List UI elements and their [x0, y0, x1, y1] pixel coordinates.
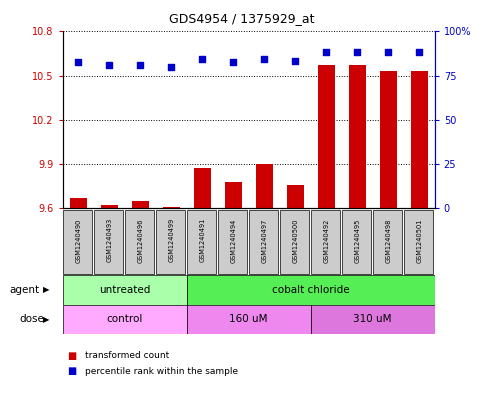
- Bar: [187, 209, 216, 274]
- Point: [74, 59, 82, 66]
- Text: control: control: [107, 314, 143, 324]
- Bar: [411, 71, 428, 208]
- Text: GSM1240499: GSM1240499: [168, 218, 174, 263]
- Text: GSM1240497: GSM1240497: [261, 218, 267, 263]
- Point: [105, 62, 113, 68]
- Text: GSM1240500: GSM1240500: [292, 218, 298, 263]
- Text: GSM1240495: GSM1240495: [354, 218, 360, 263]
- Bar: [312, 209, 340, 274]
- Bar: [63, 305, 187, 334]
- Text: GSM1240496: GSM1240496: [137, 218, 143, 263]
- Text: GSM1240491: GSM1240491: [199, 218, 205, 263]
- Bar: [349, 65, 366, 208]
- Text: percentile rank within the sample: percentile rank within the sample: [85, 367, 238, 376]
- Text: GSM1240493: GSM1240493: [106, 218, 112, 263]
- Text: 310 uM: 310 uM: [354, 314, 392, 324]
- Bar: [218, 209, 247, 274]
- Bar: [404, 209, 433, 274]
- Point: [354, 49, 361, 55]
- Bar: [373, 209, 402, 274]
- Bar: [163, 207, 180, 208]
- Point: [136, 62, 144, 68]
- Bar: [94, 209, 123, 274]
- Point: [168, 64, 175, 70]
- Text: ▶: ▶: [43, 285, 49, 294]
- Text: ▶: ▶: [43, 315, 49, 324]
- Bar: [380, 71, 397, 208]
- Text: transformed count: transformed count: [85, 351, 169, 360]
- Bar: [126, 209, 154, 274]
- Point: [260, 56, 268, 62]
- Point: [199, 56, 206, 62]
- Bar: [342, 209, 371, 274]
- Text: agent: agent: [10, 285, 40, 295]
- Text: untreated: untreated: [99, 285, 151, 295]
- Text: GSM1240498: GSM1240498: [385, 218, 391, 263]
- Text: ■: ■: [68, 351, 77, 361]
- Bar: [311, 305, 435, 334]
- Text: GSM1240501: GSM1240501: [416, 218, 422, 263]
- Point: [322, 49, 330, 55]
- Bar: [187, 305, 311, 334]
- Bar: [225, 182, 242, 208]
- Bar: [187, 275, 435, 305]
- Text: GSM1240490: GSM1240490: [75, 218, 81, 263]
- Point: [291, 58, 299, 64]
- Point: [415, 49, 423, 55]
- Bar: [249, 209, 278, 274]
- Bar: [318, 65, 335, 208]
- Bar: [194, 169, 211, 208]
- Bar: [280, 209, 309, 274]
- Text: GSM1240494: GSM1240494: [230, 218, 236, 263]
- Bar: [287, 185, 304, 208]
- Bar: [132, 201, 149, 208]
- Text: 160 uM: 160 uM: [229, 314, 268, 324]
- Text: GDS4954 / 1375929_at: GDS4954 / 1375929_at: [169, 12, 314, 25]
- Point: [229, 59, 237, 66]
- Bar: [63, 275, 187, 305]
- Point: [384, 49, 392, 55]
- Bar: [101, 205, 118, 208]
- Bar: [63, 209, 92, 274]
- Text: ■: ■: [68, 366, 77, 376]
- Text: GSM1240492: GSM1240492: [323, 218, 329, 263]
- Bar: [70, 198, 87, 208]
- Bar: [256, 164, 273, 208]
- Text: dose: dose: [19, 314, 44, 324]
- Bar: [156, 209, 185, 274]
- Text: cobalt chloride: cobalt chloride: [272, 285, 350, 295]
